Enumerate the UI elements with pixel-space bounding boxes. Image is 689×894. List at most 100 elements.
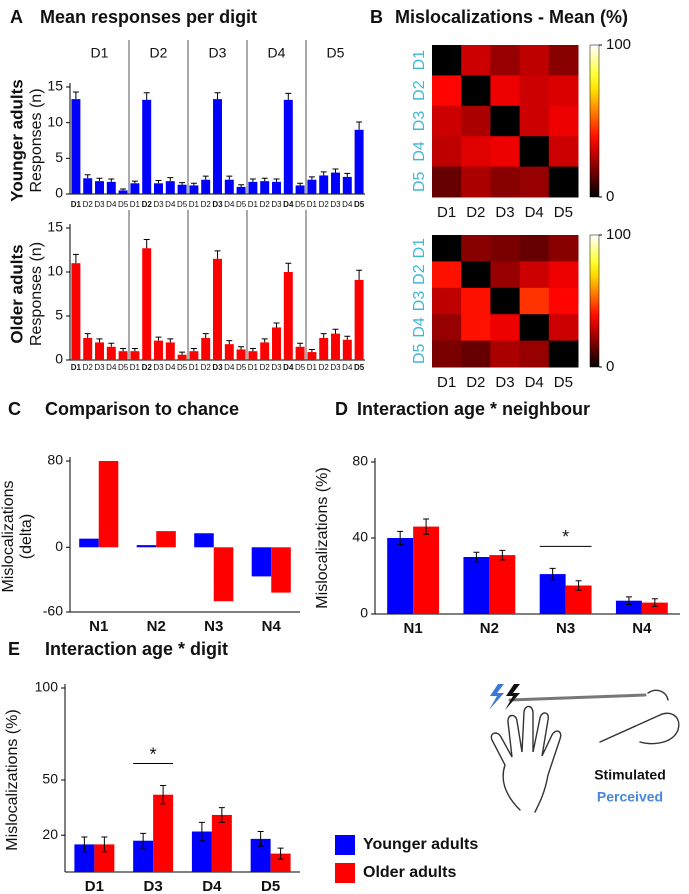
bar xyxy=(295,185,305,194)
error-bar xyxy=(297,342,304,347)
y-tick-label: 40 xyxy=(352,529,368,545)
error-bar xyxy=(651,598,658,607)
bar xyxy=(154,183,163,194)
heat-cell xyxy=(548,136,579,168)
error-bar xyxy=(356,121,363,130)
y-tick-label: 10 xyxy=(47,113,63,129)
bar xyxy=(236,186,246,194)
bar xyxy=(236,349,246,360)
x-tick-label: D3 xyxy=(153,200,164,209)
bar xyxy=(489,555,516,614)
bar xyxy=(615,600,642,614)
x-tick-label: D2 xyxy=(201,200,212,209)
bar xyxy=(95,342,104,360)
heat-cell xyxy=(461,314,491,342)
error-bar xyxy=(356,269,363,280)
error-bar xyxy=(167,338,174,343)
heat-cell xyxy=(519,340,550,368)
heat-cell xyxy=(432,261,462,289)
heat-cell xyxy=(432,287,462,315)
panel-letter: E xyxy=(8,639,20,659)
y-tick-label: 0 xyxy=(360,605,368,621)
heat-cell xyxy=(519,314,550,342)
error-bar xyxy=(249,348,256,352)
x-tick-label: D3 xyxy=(144,878,163,894)
x-tick-label: D3 xyxy=(94,363,105,372)
error-bar xyxy=(320,333,327,338)
heat-cell xyxy=(519,166,550,198)
error-bar xyxy=(238,184,245,187)
bar xyxy=(211,814,232,872)
x-tick-label: D5 xyxy=(354,200,365,209)
x-tick-label: N2 xyxy=(147,618,166,635)
row-label: D5 xyxy=(411,343,428,364)
group-label: D5 xyxy=(327,45,345,61)
heat-cell xyxy=(519,75,550,107)
error-bar xyxy=(285,92,292,100)
error-bar xyxy=(226,340,233,345)
error-bar xyxy=(344,172,351,177)
bar xyxy=(189,351,199,360)
group-label: D3 xyxy=(209,45,227,61)
bar xyxy=(413,526,440,614)
error-bar xyxy=(226,175,233,180)
error-bar xyxy=(261,177,268,182)
x-tick-label: D5 xyxy=(236,200,247,209)
error-bar xyxy=(261,338,268,343)
heat-cell xyxy=(548,166,579,198)
heat-cell xyxy=(548,314,579,342)
bar xyxy=(260,342,270,360)
x-tick-label: D1 xyxy=(189,363,200,372)
x-tick-label: D4 xyxy=(106,200,117,209)
y-axis-label: Mislocalizations xyxy=(0,480,17,592)
row-label: D1 xyxy=(411,50,428,71)
error-bar xyxy=(277,847,284,860)
bar xyxy=(271,547,291,593)
error-bar xyxy=(108,342,115,347)
group-axis-label: Younger adults xyxy=(7,79,26,201)
x-tick-label: N4 xyxy=(262,618,282,635)
error-bar xyxy=(155,336,162,341)
heat-cell xyxy=(548,235,579,262)
error-bar xyxy=(108,178,115,182)
bar xyxy=(272,327,281,360)
x-tick-label: D2 xyxy=(201,363,212,372)
error-bar xyxy=(214,250,221,259)
heat-cell xyxy=(548,261,579,289)
column-label: D4 xyxy=(525,204,544,221)
x-tick-label: D2 xyxy=(319,200,330,209)
x-tick-label: D1 xyxy=(85,878,104,894)
bar xyxy=(83,178,93,194)
heat-cell xyxy=(432,166,462,198)
x-tick-label: D3 xyxy=(271,200,282,209)
heat-cell xyxy=(432,235,462,262)
bar xyxy=(118,351,128,360)
y-tick-label: 0 xyxy=(55,185,63,201)
heat-cell xyxy=(461,287,491,315)
heat-cell xyxy=(490,166,521,198)
y-tick-label: 5 xyxy=(55,307,63,323)
heat-cell xyxy=(490,314,521,342)
group-label: D2 xyxy=(150,45,168,61)
colorbar-label: 100 xyxy=(606,36,631,53)
row-label: D2 xyxy=(411,264,428,285)
bar xyxy=(307,179,317,194)
y-tick-label: 15 xyxy=(47,78,63,94)
heat-cell xyxy=(432,75,462,107)
bar xyxy=(641,602,668,614)
x-tick-label: D1 xyxy=(71,200,82,209)
error-bar xyxy=(473,551,480,563)
stimulated-label: Stimulated xyxy=(594,767,666,783)
heat-cell xyxy=(432,340,462,368)
heat-cell xyxy=(490,340,521,368)
hand-illustration xyxy=(490,689,680,813)
legend-swatch xyxy=(335,835,355,855)
x-tick-label: D2 xyxy=(260,363,271,372)
bar xyxy=(387,538,414,614)
bar xyxy=(71,263,81,360)
column-label: D1 xyxy=(437,204,456,221)
column-label: D5 xyxy=(554,374,573,391)
bar xyxy=(213,99,222,194)
bar xyxy=(539,574,566,614)
bar xyxy=(95,181,104,194)
